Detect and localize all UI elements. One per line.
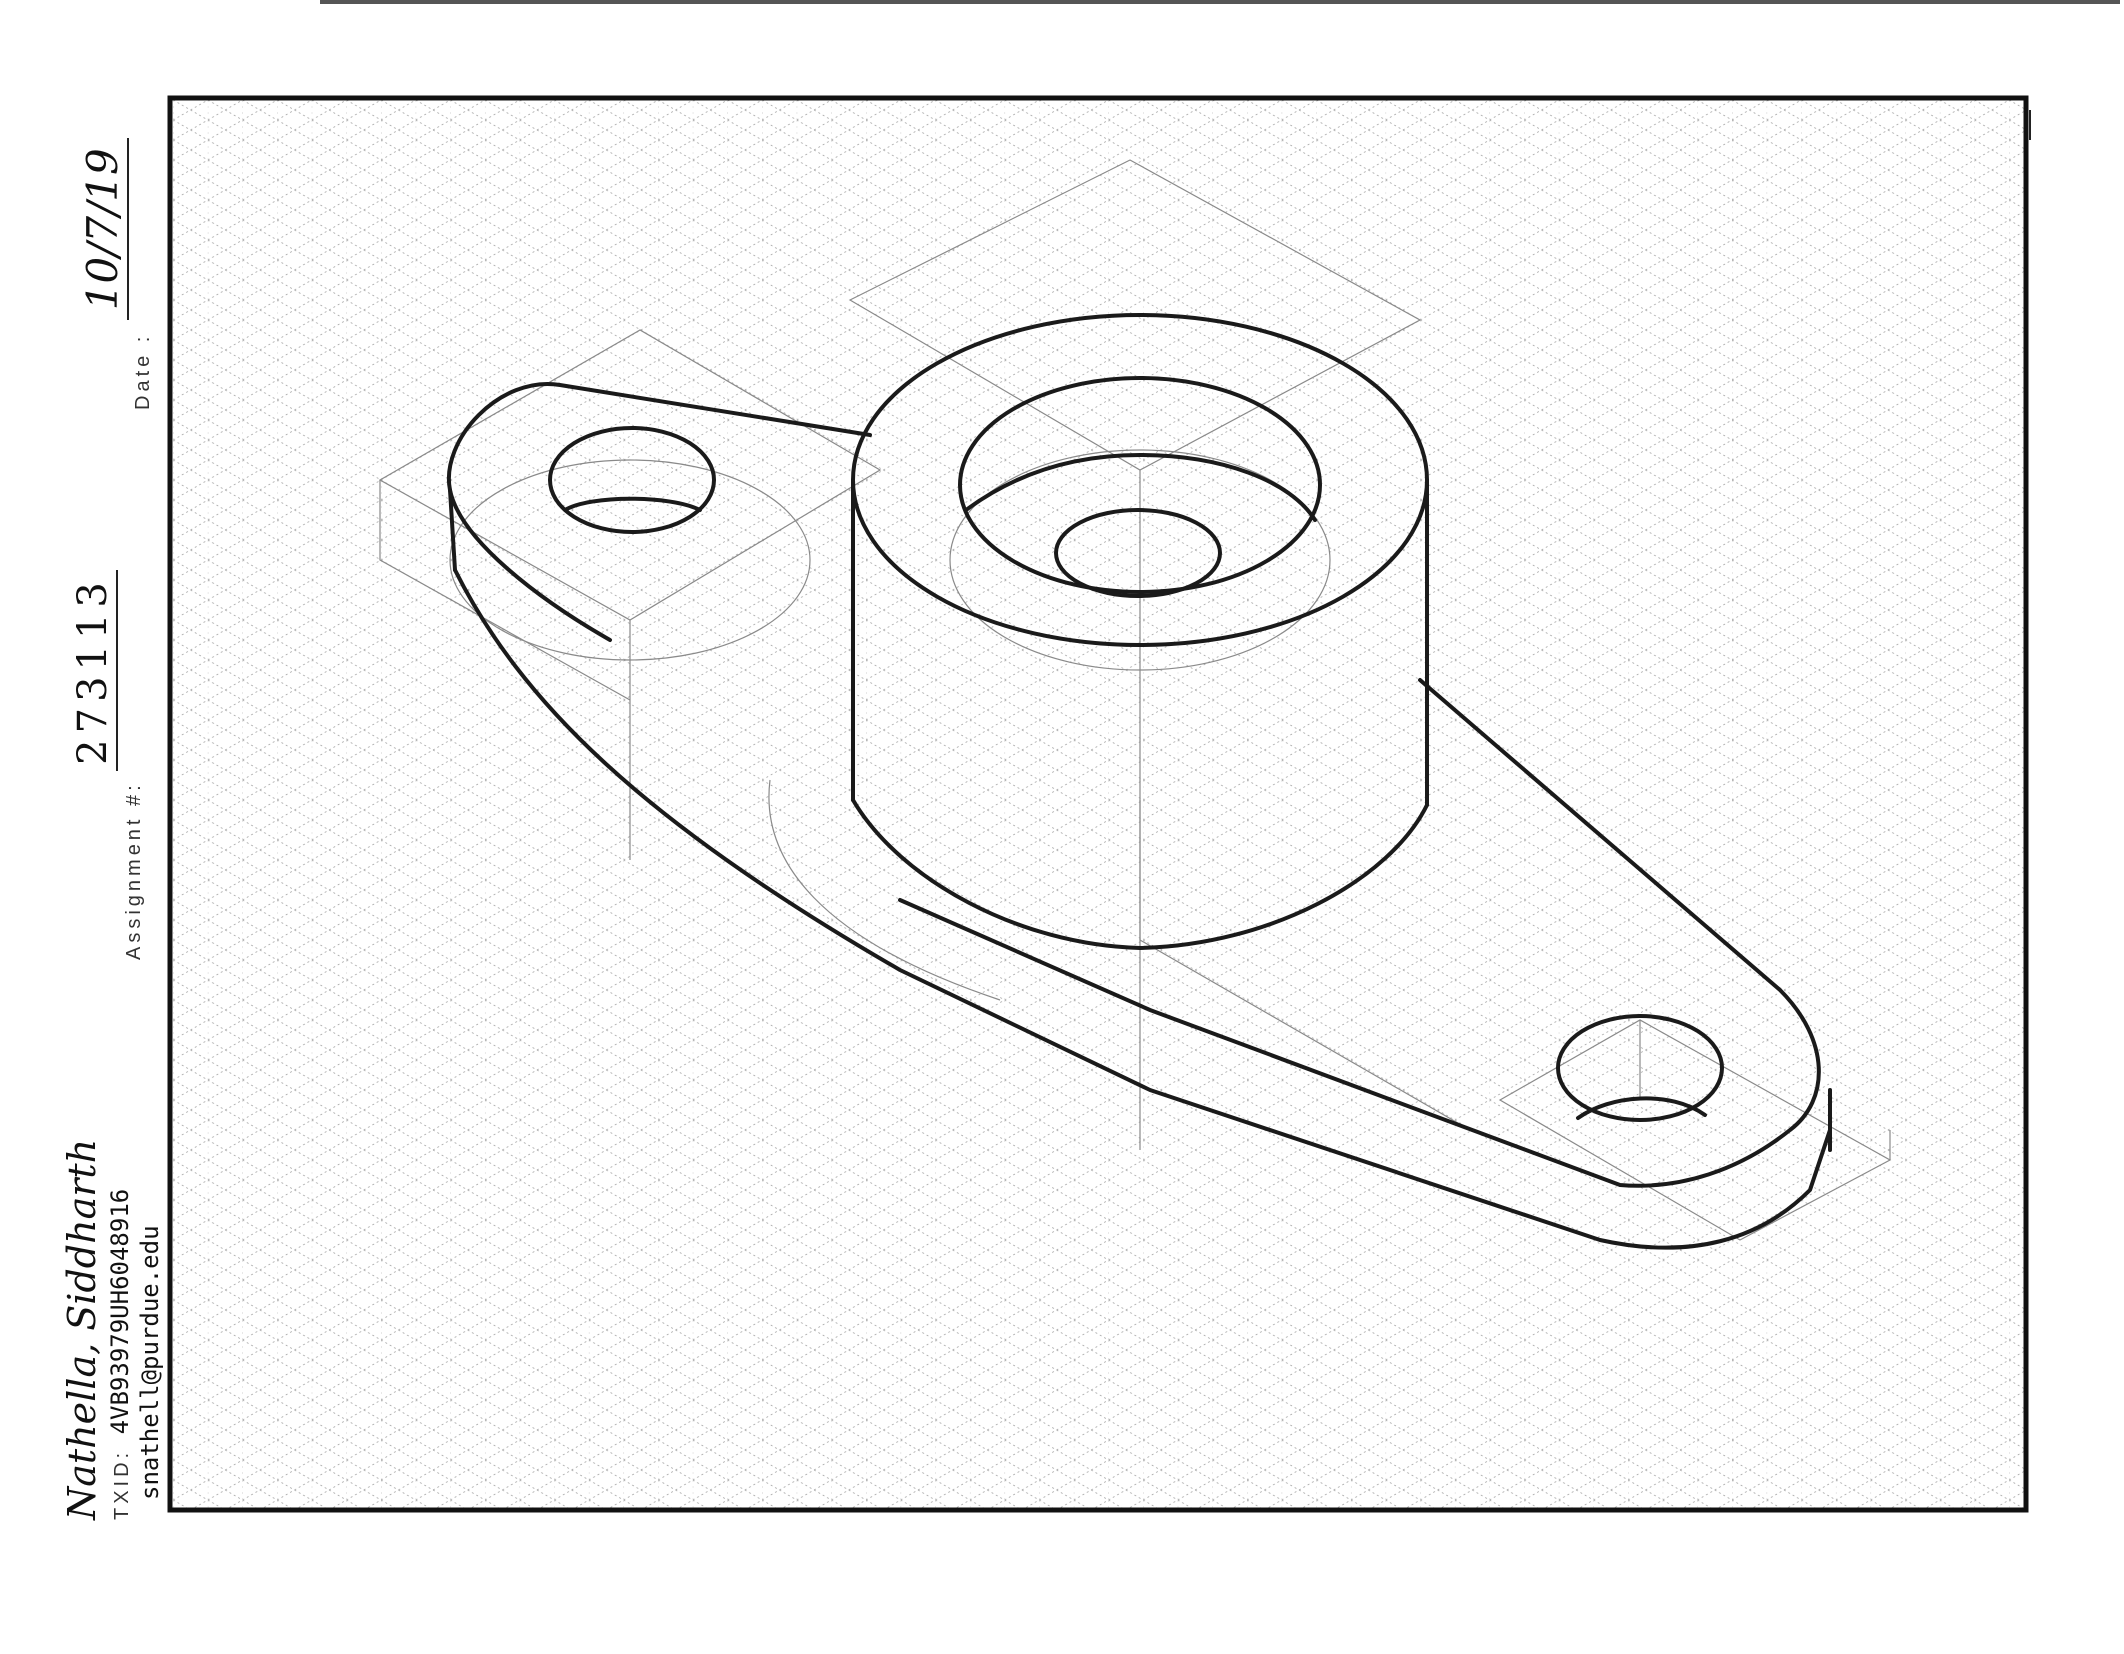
assignment-label: Assignment #: <box>123 781 145 960</box>
txid-line: TXID: 4VB93979UH6048916 <box>106 1189 134 1520</box>
txid-value: 4VB93979UH6048916 <box>106 1188 134 1435</box>
base-plate-outline <box>446 313 1832 1250</box>
assignment-number: 273113 <box>70 570 118 771</box>
drawing-frame <box>167 95 2029 1513</box>
txid-label: TXID: <box>111 1448 133 1520</box>
isometric-grid <box>170 100 2026 1510</box>
date-label: Date : <box>132 332 154 410</box>
construction-lines <box>378 159 1892 1241</box>
scan-edge <box>320 0 2120 4</box>
student-name: Nathella, Siddharth <box>60 1138 104 1520</box>
date-value: 10/7/19 <box>78 138 129 321</box>
email-text: snathell@purdue.edu <box>136 1225 164 1500</box>
